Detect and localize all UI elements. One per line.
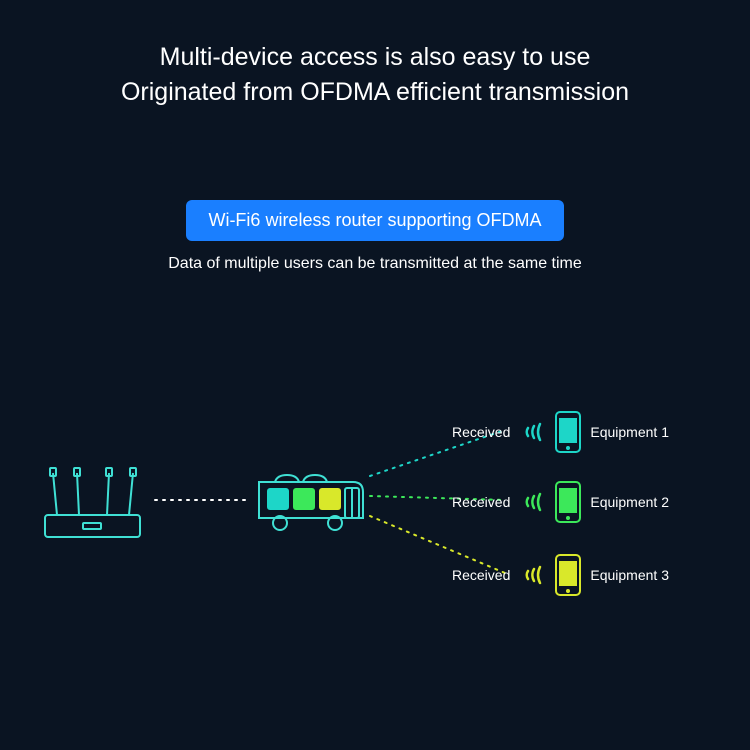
wifi-icon-1 [518,420,546,444]
phone-icon-2 [554,480,582,524]
heading: Multi-device access is also easy to use … [0,0,750,110]
phone-icon-1 [554,410,582,454]
wifi-icon-3 [518,563,546,587]
phone-icon-3 [554,553,582,597]
equipment-label-3: Equipment 3 [590,567,669,583]
diagram: Received Equipment 1 Received [0,400,750,700]
phone-row-3: Received Equipment 3 [452,553,669,597]
received-label-1: Received [452,424,510,440]
heading-line2: Originated from OFDMA efficient transmis… [0,75,750,110]
bus-icon [255,468,370,543]
badge-wrap: Wi-Fi6 wireless router supporting OFDMA [0,200,750,241]
ofdma-badge: Wi-Fi6 wireless router supporting OFDMA [186,200,563,241]
subtext: Data of multiple users can be transmitte… [0,255,750,273]
wifi-icon-2 [518,490,546,514]
phone-row-1: Received Equipment 1 [452,410,669,454]
received-label-2: Received [452,494,510,510]
equipment-label-1: Equipment 1 [590,424,669,440]
phone-row-2: Received Equipment 2 [452,480,669,524]
equipment-label-2: Equipment 2 [590,494,669,510]
heading-line1: Multi-device access is also easy to use [0,40,750,75]
received-label-3: Received [452,567,510,583]
